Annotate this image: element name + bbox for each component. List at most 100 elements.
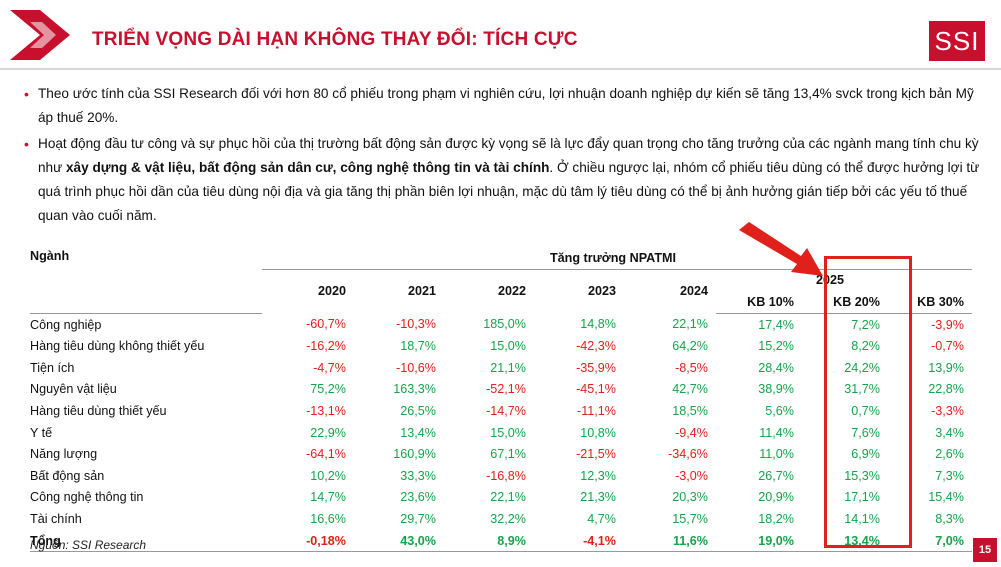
red-arrow-icon [739, 222, 823, 276]
table-row: Năng lượng -64,1% 160,9% 67,1% -21,5% -34,6% 1… [30, 443, 972, 465]
growth-value: 11,0% [759, 447, 794, 462]
growth-value: -0,7% [931, 339, 964, 354]
table-body: Công nghiệp -60,7% -10,3% 185,0% 14,8% 22,1% 1… [30, 313, 972, 553]
highlight-box-kb20 [824, 256, 912, 548]
growth-value: -34,6% [668, 447, 708, 462]
growth-value: 13,4% [400, 425, 436, 440]
growth-value: 19,0% [716, 529, 802, 553]
growth-value: 29,7% [400, 511, 436, 526]
growth-value: 15,0% [490, 425, 526, 440]
sector-name: Năng lượng [30, 447, 98, 462]
growth-value: 12,3% [580, 468, 616, 483]
growth-value: 11,6% [624, 529, 716, 553]
growth-value: 7,2% [851, 317, 880, 332]
growth-value: 14,7% [310, 490, 346, 505]
growth-value: -52,1% [486, 382, 526, 397]
growth-value: -10,6% [396, 360, 436, 375]
growth-value: -13,1% [306, 403, 346, 418]
growth-value: 43,0% [354, 529, 444, 553]
chevron-logo-icon [10, 10, 70, 60]
year-header: 2023 [534, 268, 624, 314]
growth-value: 13,9% [928, 360, 964, 375]
growth-value: -4,1% [534, 529, 624, 553]
growth-value: 26,5% [400, 403, 436, 418]
sector-name: Công nghiệp [30, 317, 102, 332]
growth-value: 33,3% [400, 468, 436, 483]
growth-value: 14,8% [580, 317, 616, 332]
table-row: Công nghệ thông tin 14,7% 23,6% 22,1% 21,3% 2… [30, 487, 972, 509]
growth-value: 6,9% [851, 447, 880, 462]
growth-value: -14,7% [486, 403, 526, 418]
header-divider [0, 68, 1001, 70]
growth-value: 42,7% [672, 382, 708, 397]
growth-value: 163,3% [393, 382, 436, 397]
growth-value: 17,1% [844, 490, 880, 505]
table-row: Y tế 22,9% 13,4% 15,0% 10,8% -9,4% 11,4% 7,6% 3,… [30, 422, 972, 444]
page-title: TRIỂN VỌNG DÀI HẠN KHÔNG THAY ĐỔI: TÍCH … [92, 29, 578, 50]
table-row: Hàng tiêu dùng thiết yếu -13,1% 26,5% -14,7… [30, 400, 972, 422]
page-number: 15 [973, 538, 997, 562]
growth-value: 28,4% [758, 360, 794, 375]
growth-value: 3,4% [935, 425, 964, 440]
growth-value: 10,8% [580, 425, 616, 440]
table-row: Bất động sản 10,2% 33,3% -16,8% 12,3% -3,0% 26… [30, 465, 972, 487]
growth-value: 7,3% [935, 468, 964, 483]
growth-value: -8,5% [675, 360, 708, 375]
bullet-list: Theo ước tính của SSI Research đối với h… [18, 82, 988, 230]
year-2025-header: 2025 [802, 268, 888, 292]
growth-value: 38,9% [758, 382, 794, 397]
bullet-text-2a: Hoạt động đầu tư công và sự phục hồi của… [38, 136, 979, 175]
growth-value: 20,9% [758, 490, 794, 505]
growth-value: -21,5% [576, 447, 616, 462]
growth-value: 17,4% [758, 317, 794, 332]
table-row: Tổng -0,18% 43,0% 8,9% -4,1% 11,6% 19,0% 13,4% 7… [30, 529, 972, 553]
growth-value: 2,6% [935, 447, 964, 462]
growth-value: -45,1% [576, 382, 616, 397]
growth-value: -16,2% [306, 339, 346, 354]
growth-value: 18,7% [400, 339, 436, 354]
growth-value: -42,3% [576, 339, 616, 354]
year-header: 2020 [262, 268, 354, 314]
growth-value: -4,7% [313, 360, 346, 375]
sector-name: Nguyên vật liệu [30, 382, 117, 397]
growth-value: 7,6% [851, 425, 880, 440]
growth-value: 20,3% [672, 490, 708, 505]
growth-value: -11,1% [577, 403, 616, 418]
scenario-header: KB 10% [716, 291, 802, 314]
growth-value: 32,2% [490, 511, 526, 526]
sector-name: Công nghệ thông tin [30, 490, 144, 505]
sector-name: Tài chính [30, 511, 82, 526]
growth-value: 21,3% [580, 490, 616, 505]
growth-value: 24,2% [844, 360, 880, 375]
growth-value: 18,5% [672, 403, 708, 418]
sector-name: Hàng tiêu dùng thiết yếu [30, 403, 167, 418]
growth-value: 8,2% [851, 339, 880, 354]
table-row: Công nghiệp -60,7% -10,3% 185,0% 14,8% 22,1% 1… [30, 313, 972, 335]
bullet-item: Hoạt động đầu tư công và sự phục hồi của… [18, 132, 988, 228]
year-header: 2022 [444, 268, 534, 314]
sector-name: Y tế [30, 425, 53, 440]
ssi-logo: SSI [929, 21, 985, 61]
growth-value: -0,18% [262, 529, 354, 553]
year-header: 2021 [354, 268, 444, 314]
growth-value: 23,6% [400, 490, 436, 505]
growth-value: -3,9% [931, 317, 964, 332]
growth-value: 15,7% [672, 511, 708, 526]
scenario-header: KB 20% [802, 291, 888, 314]
table-row: Tài chính 16,6% 29,7% 32,2% 4,7% 15,7% 18,2% 14… [30, 508, 972, 530]
growth-value: 16,6% [310, 511, 346, 526]
growth-value: 8,9% [444, 529, 534, 553]
sector-name: Hàng tiêu dùng không thiết yếu [30, 339, 205, 354]
growth-value: 185,0% [483, 317, 526, 332]
sector-name: Bất động sản [30, 468, 105, 483]
year-header: 2024 [624, 268, 716, 314]
growth-value: 160,9% [393, 447, 436, 462]
npatmi-growth-table: Ngành Tăng trưởng NPATMI 2020 2021 2022 … [30, 247, 972, 553]
growth-value: -3,3% [931, 403, 964, 418]
growth-value: 14,1% [844, 511, 880, 526]
growth-value: 0,7% [851, 403, 880, 418]
bullet-item: Theo ước tính của SSI Research đối với h… [18, 82, 988, 130]
growth-value: 22,1% [672, 317, 708, 332]
growth-value: 22,1% [490, 490, 526, 505]
table-row: Hàng tiêu dùng không thiết yếu -16,2% 18,7… [30, 335, 972, 357]
